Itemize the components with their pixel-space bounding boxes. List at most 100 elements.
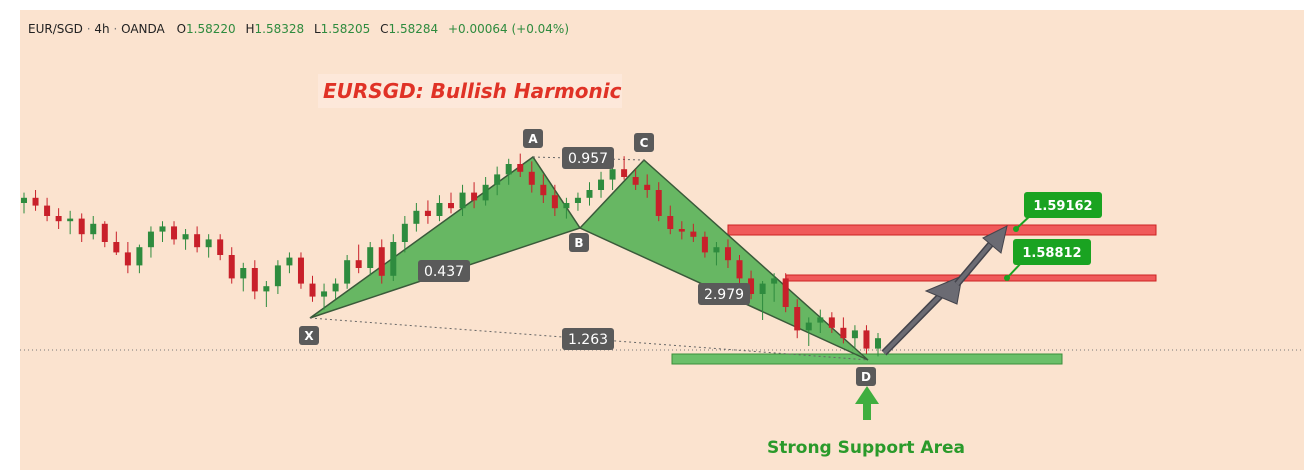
close-value: 1.58284 <box>389 22 439 36</box>
candle-body <box>828 317 835 328</box>
point-a: A <box>523 129 543 148</box>
candle-body <box>286 257 293 266</box>
candle-body <box>840 327 847 339</box>
header-line: EUR/SGD · 4h · OANDA O1.58220 H1.58328 L… <box>28 22 569 36</box>
candle-body <box>147 231 154 248</box>
candle-body <box>378 247 385 276</box>
candle-body <box>667 216 674 229</box>
candle-body <box>413 210 420 224</box>
candle-body <box>494 174 501 185</box>
candle-body <box>759 283 766 294</box>
candle-body <box>517 164 524 172</box>
candle-body <box>621 169 628 177</box>
candle-body <box>678 229 685 232</box>
ratio-ac: 0.957 <box>562 147 614 169</box>
candle-body <box>817 317 824 323</box>
point-x: X <box>299 326 319 345</box>
open-value: 1.58220 <box>186 22 236 36</box>
candle-body <box>505 164 512 175</box>
candle-body <box>124 252 131 266</box>
candle-body <box>609 169 616 180</box>
support-up-arrow <box>855 386 879 420</box>
candle-body <box>713 247 720 253</box>
target-label-1: 1.59162 <box>1013 192 1102 232</box>
candle-body <box>159 226 166 232</box>
candle-body <box>424 210 431 216</box>
target-2-text: 1.58812 <box>1022 246 1081 261</box>
candle-body <box>598 179 605 190</box>
candle-body <box>297 257 304 284</box>
candle-body <box>194 234 201 248</box>
candlestick-series <box>21 153 881 357</box>
ratio-xb-text: 0.437 <box>424 264 464 280</box>
candle-body <box>782 278 789 307</box>
change-value: +0.00064 (+0.04%) <box>448 22 569 36</box>
chart-title: EURSGD: Bullish Harmonic <box>323 79 622 103</box>
candle-body <box>136 247 143 266</box>
candle-body <box>574 197 581 203</box>
candle-body <box>401 223 408 242</box>
candle-body <box>644 184 651 190</box>
candle-body <box>309 283 316 297</box>
candle-body <box>586 190 593 198</box>
resistance-zone-lower <box>785 274 1157 282</box>
candle-body <box>67 218 74 222</box>
candle-body <box>228 255 235 279</box>
candle-body <box>771 278 778 284</box>
candle-body <box>794 307 801 331</box>
open-label: O <box>177 22 186 36</box>
close-label: C <box>380 22 388 36</box>
candle-body <box>748 278 755 294</box>
ratio-bd-text: 2.979 <box>704 287 744 303</box>
candle-body <box>390 242 397 276</box>
candle-body <box>217 239 224 255</box>
point-b: B <box>569 233 589 252</box>
candle-body <box>321 291 328 297</box>
candle-body <box>551 195 558 209</box>
candle-body <box>367 247 374 268</box>
low-label: L <box>314 22 321 36</box>
candle-body <box>436 203 443 216</box>
ratio-xd-text: 1.263 <box>568 332 608 348</box>
candle-body <box>332 283 339 292</box>
candle-body <box>851 330 858 339</box>
high-value: 1.58328 <box>255 22 305 36</box>
point-c-label: C <box>640 136 649 150</box>
candle-body <box>101 223 108 242</box>
candle-body <box>736 260 743 279</box>
candle-body <box>701 236 708 253</box>
candle-body <box>344 260 351 284</box>
point-b-label: B <box>574 236 583 250</box>
point-c: C <box>634 133 654 152</box>
candle-body <box>171 226 178 240</box>
exchange: OANDA <box>121 22 165 36</box>
candle-body <box>448 203 454 209</box>
candle-body <box>55 216 62 222</box>
candle-body <box>21 197 27 203</box>
candle-body <box>205 239 212 248</box>
point-d: D <box>856 367 876 386</box>
high-label: H <box>246 22 255 36</box>
target-1-text: 1.59162 <box>1033 199 1092 214</box>
projection-arrow <box>881 225 1008 356</box>
candle-body <box>690 231 697 237</box>
candle-body <box>251 268 258 292</box>
candle-body <box>724 247 731 261</box>
candle-body <box>240 268 247 279</box>
candle-body <box>528 171 535 185</box>
xd-connector <box>309 317 869 361</box>
candle-body <box>875 338 881 349</box>
symbol: EUR/SGD <box>28 22 83 36</box>
target-label-2: 1.58812 <box>1004 239 1091 281</box>
candle-body <box>78 218 85 235</box>
title-box <box>318 74 622 108</box>
point-d-label: D <box>861 370 871 384</box>
support-caption: Strong Support Area <box>767 438 965 458</box>
candle-body <box>471 192 478 201</box>
candle-body <box>482 184 489 201</box>
point-x-label: X <box>304 329 314 343</box>
candle-body <box>355 260 362 268</box>
ratio-xd: 1.263 <box>562 328 614 350</box>
resistance-zone-upper <box>727 224 1157 236</box>
candle-body <box>274 265 281 287</box>
